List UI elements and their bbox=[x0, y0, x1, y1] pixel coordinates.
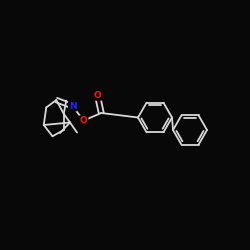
Text: N: N bbox=[69, 102, 76, 111]
Text: O: O bbox=[94, 91, 102, 100]
Text: O: O bbox=[80, 116, 88, 125]
